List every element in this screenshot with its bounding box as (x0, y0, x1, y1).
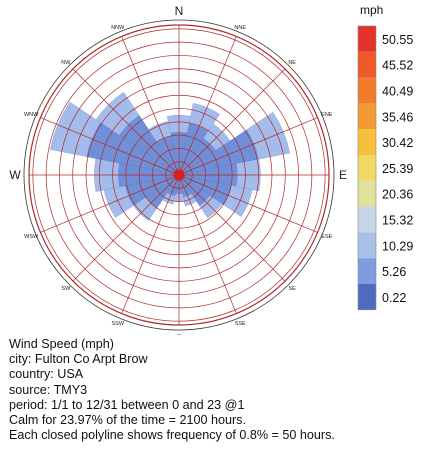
direction-label-NNW: NNW (111, 25, 125, 31)
direction-label-NNE: NNE (234, 25, 246, 31)
direction-label-WSW: WSW (24, 234, 39, 240)
caption-source: source: TMY3 (9, 382, 88, 397)
legend-swatch (358, 155, 376, 181)
legend-label: 40.49 (382, 85, 413, 99)
frame-ring (23, 19, 335, 331)
legend-label: 5.26 (382, 265, 406, 279)
bar-tip-ENE (246, 112, 290, 160)
bar-tip-WSW (104, 185, 134, 218)
direction-label-NE: NE (288, 60, 296, 66)
legend-unit: mph (360, 3, 383, 17)
wind-rose-chart: N NNE NE ENE E ESE SE SSE S SSW SW WSW W WNW NW NNW (9, 4, 347, 335)
spoke (178, 174, 286, 282)
legend-swatch (358, 129, 376, 155)
legend-label: 50.55 (382, 33, 413, 47)
direction-label-ESE: ESE (321, 234, 332, 240)
legend-label: 45.52 (382, 59, 413, 73)
bar-tip-ESE (223, 185, 253, 217)
bar-tip-NNE (189, 103, 220, 132)
legend-label: 25.39 (382, 162, 413, 176)
bar-tip-SSW (162, 192, 175, 205)
caption-block: Wind Speed (mph) city: Fulton Co Arpt Br… (9, 337, 335, 443)
legend-label: 35.46 (382, 110, 413, 124)
legend-swatch (358, 232, 376, 259)
legend-swatch (358, 77, 376, 104)
caption-city: city: Fulton Co Arpt Brow (9, 352, 148, 367)
legend-swatch (358, 284, 376, 310)
direction-label-WNW: WNW (24, 112, 39, 118)
caption-calm: Calm for 23.97% of the time = 2100 hours… (9, 413, 246, 428)
direction-label-N: N (175, 4, 184, 18)
legend-swatch (358, 180, 376, 207)
legend-label: 10.29 (382, 239, 413, 253)
spoke (72, 68, 180, 176)
direction-label-SW: SW (61, 286, 71, 292)
legend-label: 20.36 (382, 188, 413, 202)
direction-label-ENE: ENE (321, 112, 333, 118)
caption-title: Wind Speed (mph) (9, 337, 114, 351)
spoke (178, 174, 237, 314)
legend-frame (357, 25, 377, 311)
caption-rings: Each closed polyline shows frequency of … (9, 428, 335, 443)
legend-swatch (358, 258, 376, 284)
spoke (121, 174, 180, 314)
direction-label-W: W (9, 168, 21, 182)
legend-label: 30.42 (382, 136, 413, 150)
spoke (178, 117, 318, 176)
legend-swatch (358, 51, 376, 78)
legend-swatch (358, 206, 376, 233)
legend-swatch (358, 103, 376, 130)
legend-label: 0.22 (382, 291, 406, 305)
legend-label: 15.32 (382, 214, 413, 228)
bar-tip-NNW (148, 121, 172, 143)
spoke (178, 68, 286, 176)
caption-country: country: USA (9, 367, 84, 382)
bar-tip-SSE (183, 193, 197, 206)
spoke (40, 174, 180, 233)
direction-label-S: S (175, 332, 183, 335)
direction-label-NW: NW (61, 60, 71, 66)
grid-group (23, 19, 335, 331)
spoke (178, 36, 237, 176)
caption-period: period: 1/1 to 12/31 between 0 and 23 @1 (9, 397, 245, 412)
calm-center (173, 169, 185, 181)
direction-labels: N NNE NE ENE E ESE SE SSE S SSW SW WSW W WNW NW NNW (9, 4, 347, 335)
direction-label-SE: SE (288, 286, 296, 292)
spoke (72, 174, 180, 282)
spoke (121, 36, 180, 176)
legend-swatch (358, 26, 376, 52)
spoke (40, 117, 180, 176)
speed-legend: mph 50.55 45.52 40.49 35.46 30.42 25.39 20.36 15… (357, 3, 413, 311)
direction-label-E: E (339, 168, 347, 182)
bar-tip-WNW (50, 102, 101, 157)
direction-label-SSE: SSE (235, 321, 246, 327)
direction-label-SSW: SSW (112, 321, 125, 327)
spoke (178, 174, 318, 233)
